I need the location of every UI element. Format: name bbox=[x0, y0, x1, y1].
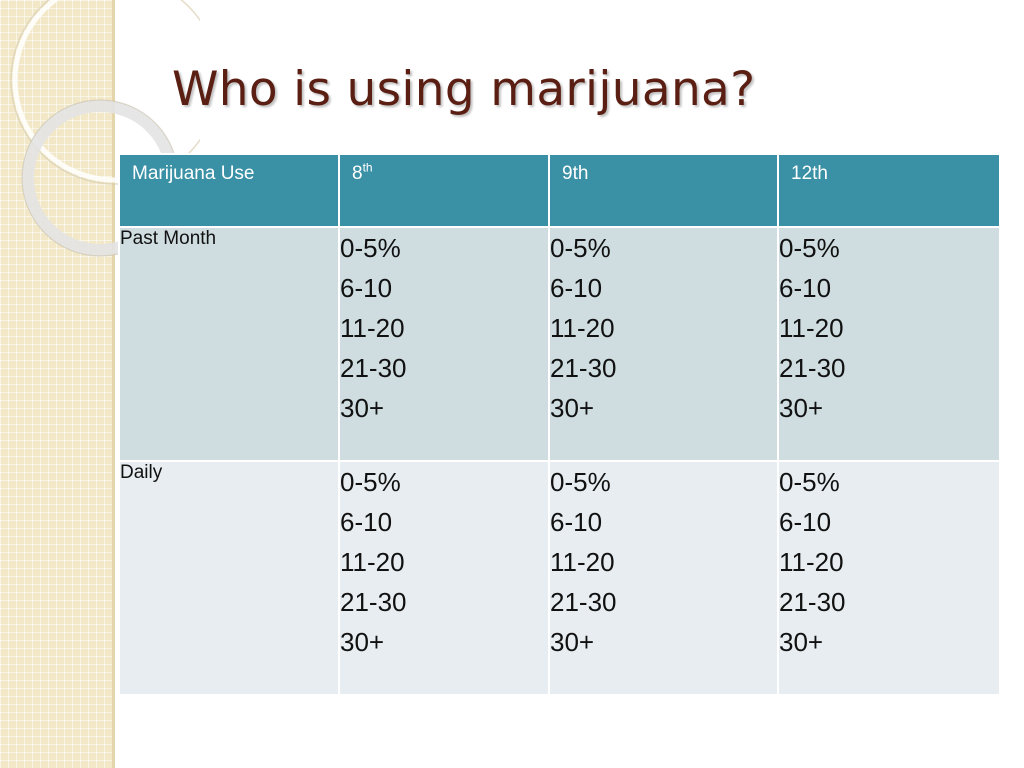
cell-past-month-8th: 0-5% 6-10 11-20 21-30 30+ bbox=[338, 226, 550, 462]
list-item: 30+ bbox=[340, 627, 385, 657]
value-list: 0-5% 6-10 11-20 21-30 30+ bbox=[550, 462, 777, 662]
list-item: 0-5% bbox=[779, 233, 840, 263]
list-item: 30+ bbox=[779, 627, 824, 657]
cell-daily-8th: 0-5% 6-10 11-20 21-30 30+ bbox=[338, 460, 550, 696]
list-item: 6-10 bbox=[550, 507, 603, 537]
table-row-daily: Daily 0-5% 6-10 11-20 21-30 30+ 0-5% 6-1… bbox=[118, 460, 1001, 696]
list-item: 0-5% bbox=[340, 467, 401, 497]
header-8th: 8th bbox=[338, 153, 550, 228]
list-item: 11-20 bbox=[779, 547, 844, 577]
value-list: 0-5% 6-10 11-20 21-30 30+ bbox=[550, 228, 777, 428]
list-item: 6-10 bbox=[779, 273, 832, 303]
list-item: 21-30 bbox=[550, 587, 617, 617]
list-item: 21-30 bbox=[779, 353, 846, 383]
list-item: 6-10 bbox=[340, 507, 393, 537]
list-item: 0-5% bbox=[550, 467, 611, 497]
header-12th: 12th bbox=[777, 153, 1001, 228]
header-9th: 9th bbox=[548, 153, 779, 228]
list-item: 0-5% bbox=[340, 233, 401, 263]
list-item: 30+ bbox=[550, 393, 595, 423]
list-item: 21-30 bbox=[340, 353, 407, 383]
value-list: 0-5% 6-10 11-20 21-30 30+ bbox=[779, 462, 999, 662]
side-strip-edge bbox=[112, 0, 115, 768]
list-item: 30+ bbox=[340, 393, 385, 423]
list-item: 6-10 bbox=[340, 273, 393, 303]
value-list: 0-5% 6-10 11-20 21-30 30+ bbox=[340, 228, 548, 428]
table-row-past-month: Past Month 0-5% 6-10 11-20 21-30 30+ 0-5… bbox=[118, 226, 1001, 462]
header-marijuana-use: Marijuana Use bbox=[118, 153, 340, 228]
list-item: 21-30 bbox=[550, 353, 617, 383]
list-item: 6-10 bbox=[550, 273, 603, 303]
list-item: 30+ bbox=[550, 627, 595, 657]
marijuana-use-table: Marijuana Use 8th 9th 12th Past Month 0-… bbox=[118, 153, 1001, 696]
list-item: 30+ bbox=[779, 393, 824, 423]
list-item: 6-10 bbox=[779, 507, 832, 537]
cell-past-month-12th: 0-5% 6-10 11-20 21-30 30+ bbox=[777, 226, 1001, 462]
value-list: 0-5% 6-10 11-20 21-30 30+ bbox=[340, 462, 548, 662]
decorative-side-strip bbox=[0, 0, 112, 768]
row-label-past-month: Past Month bbox=[118, 226, 340, 462]
cell-past-month-9th: 0-5% 6-10 11-20 21-30 30+ bbox=[548, 226, 779, 462]
list-item: 0-5% bbox=[779, 467, 840, 497]
list-item: 0-5% bbox=[550, 233, 611, 263]
value-list: 0-5% 6-10 11-20 21-30 30+ bbox=[779, 228, 999, 428]
list-item: 21-30 bbox=[340, 587, 407, 617]
row-label-daily: Daily bbox=[118, 460, 340, 696]
table-header-row: Marijuana Use 8th 9th 12th bbox=[118, 153, 1001, 228]
cell-daily-9th: 0-5% 6-10 11-20 21-30 30+ bbox=[548, 460, 779, 696]
page-title: Who is using marijuana? bbox=[172, 62, 756, 117]
list-item: 11-20 bbox=[779, 313, 844, 343]
list-item: 11-20 bbox=[340, 547, 405, 577]
list-item: 11-20 bbox=[340, 313, 405, 343]
cell-daily-12th: 0-5% 6-10 11-20 21-30 30+ bbox=[777, 460, 1001, 696]
list-item: 11-20 bbox=[550, 313, 615, 343]
list-item: 21-30 bbox=[779, 587, 846, 617]
list-item: 11-20 bbox=[550, 547, 615, 577]
